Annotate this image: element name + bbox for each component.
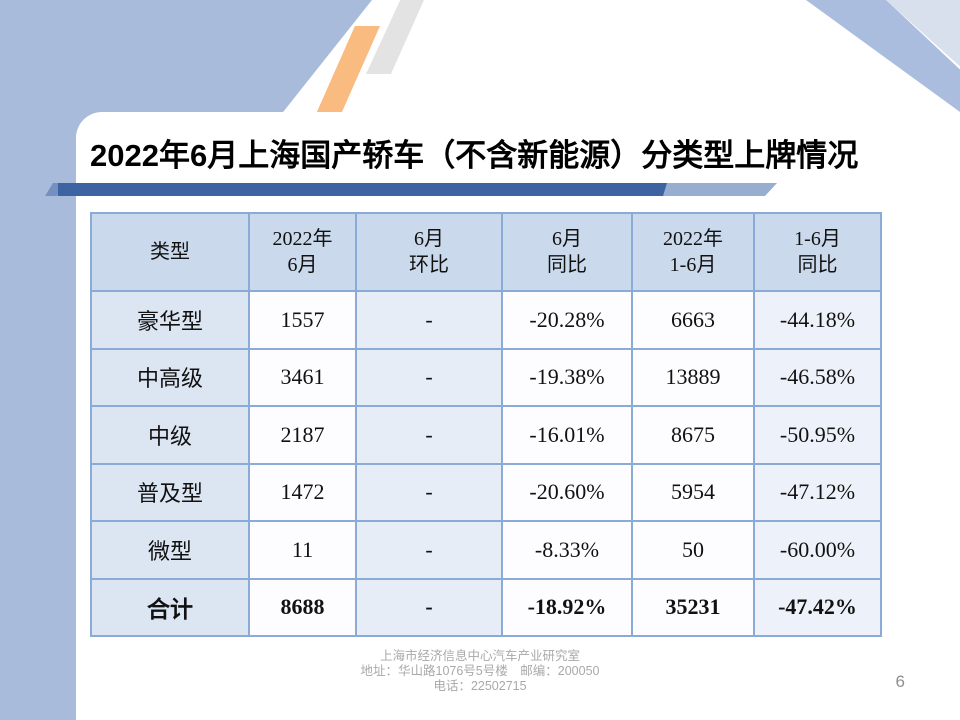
table-cell: -20.60% <box>501 462 633 522</box>
table-cell: -19.38% <box>501 347 633 407</box>
table-cell: 微型 <box>90 520 250 580</box>
table-cell: -8.33% <box>501 520 633 580</box>
table-cell: -47.12% <box>753 462 882 522</box>
table-cell: 13889 <box>631 347 755 407</box>
table-row: 中级 2187- -16.01% 8675 -50.95% <box>90 405 882 465</box>
table-cell: 中级 <box>90 405 250 465</box>
slide-title: 2022年6月上海国产轿车（不含新能源）分类型上牌情况 <box>90 138 859 173</box>
table-cell: -60.00% <box>753 520 882 580</box>
table-cell: - <box>355 347 503 407</box>
table-cell: 中高级 <box>90 347 250 407</box>
footer: 上海市经济信息中心汽车产业研究室 地址：华山路1076号5号楼 邮编：20005… <box>0 649 960 694</box>
page-number: 6 <box>895 672 905 691</box>
table-cell: 50 <box>631 520 755 580</box>
footer-line-phone: 电话：22502715 <box>433 679 527 693</box>
table-cell: - <box>355 462 503 522</box>
column-header: 类型 <box>90 212 250 292</box>
table-cell: 合计 <box>90 577 250 637</box>
title-bar-tail-segment <box>663 183 777 196</box>
table-cell: -18.92% <box>501 577 633 637</box>
column-header: 1-6月 同比 <box>753 212 882 292</box>
table-row: 豪华型 1557- -20.28% 6663 -44.18% <box>90 290 882 350</box>
table-cell: 5954 <box>631 462 755 522</box>
column-header: 6月 环比 <box>355 212 503 292</box>
table-row: 普及型 1472- -20.60% 5954 -47.12% <box>90 462 882 522</box>
table-cell: - <box>355 405 503 465</box>
table-cell: -20.28% <box>501 290 633 350</box>
table-cell: - <box>355 520 503 580</box>
table-total-row: 合计 8688- -18.92% 35231 -47.42% <box>90 577 882 637</box>
table-cell: -46.58% <box>753 347 882 407</box>
table-cell: -47.42% <box>753 577 882 637</box>
table-cell: 11 <box>248 520 357 580</box>
table-cell: -16.01% <box>501 405 633 465</box>
table-cell: 8688 <box>248 577 357 637</box>
table-cell: 1557 <box>248 290 357 350</box>
table-cell: -50.95% <box>753 405 882 465</box>
column-header: 6月 同比 <box>501 212 633 292</box>
table-cell: 3461 <box>248 347 357 407</box>
table-row: 中高级 3461- -19.38% 13889 -46.58% <box>90 347 882 407</box>
column-header: 2022年 6月 <box>248 212 357 292</box>
footer-line-org: 上海市经济信息中心汽车产业研究室 <box>379 649 580 663</box>
table-cell: - <box>355 290 503 350</box>
table-cell: 8675 <box>631 405 755 465</box>
column-header: 2022年 1-6月 <box>631 212 755 292</box>
registration-table: 类型 2022年 6月 6月 环比 6月 同比 2022年 1-6月 1-6月 同比 豪华型 1557-… <box>90 212 882 637</box>
table-row: 微型 11- -8.33% 50 -60.00% <box>90 520 882 580</box>
table-cell: 普及型 <box>90 462 250 522</box>
table-cell: 6663 <box>631 290 755 350</box>
table-cell: 豪华型 <box>90 290 250 350</box>
table-cell: 1472 <box>248 462 357 522</box>
table-cell: -44.18% <box>753 290 882 350</box>
title-bar-main-segment <box>58 183 667 196</box>
table-cell: 35231 <box>631 577 755 637</box>
table-header-row: 类型 2022年 6月 6月 环比 6月 同比 2022年 1-6月 1-6月 同比 <box>90 212 882 292</box>
table-cell: - <box>355 577 503 637</box>
footer-line-address: 地址：华山路1076号5号楼 邮编：200050 <box>360 664 600 678</box>
table-cell: 2187 <box>248 405 357 465</box>
